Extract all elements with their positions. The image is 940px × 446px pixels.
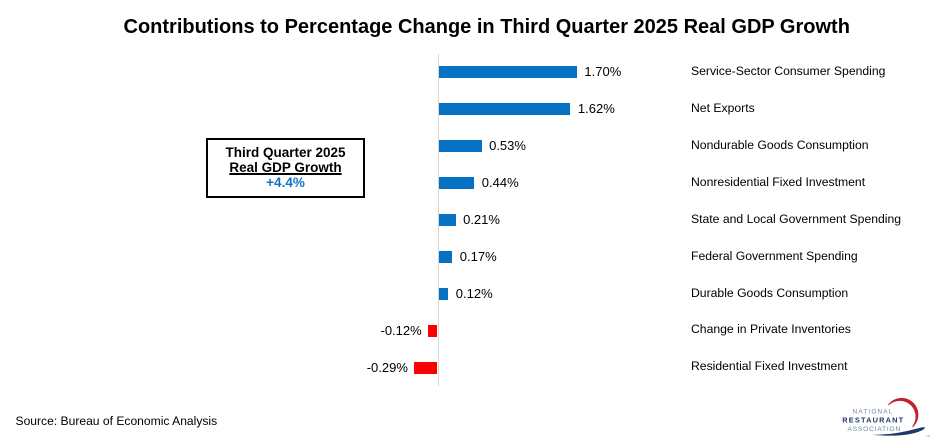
- svg-text:RESTAURANT: RESTAURANT: [842, 416, 904, 425]
- svg-text:ASSOCIATION: ASSOCIATION: [848, 426, 902, 433]
- svg-text:NATIONAL: NATIONAL: [853, 409, 894, 416]
- svg-text:TM: TM: [926, 434, 931, 438]
